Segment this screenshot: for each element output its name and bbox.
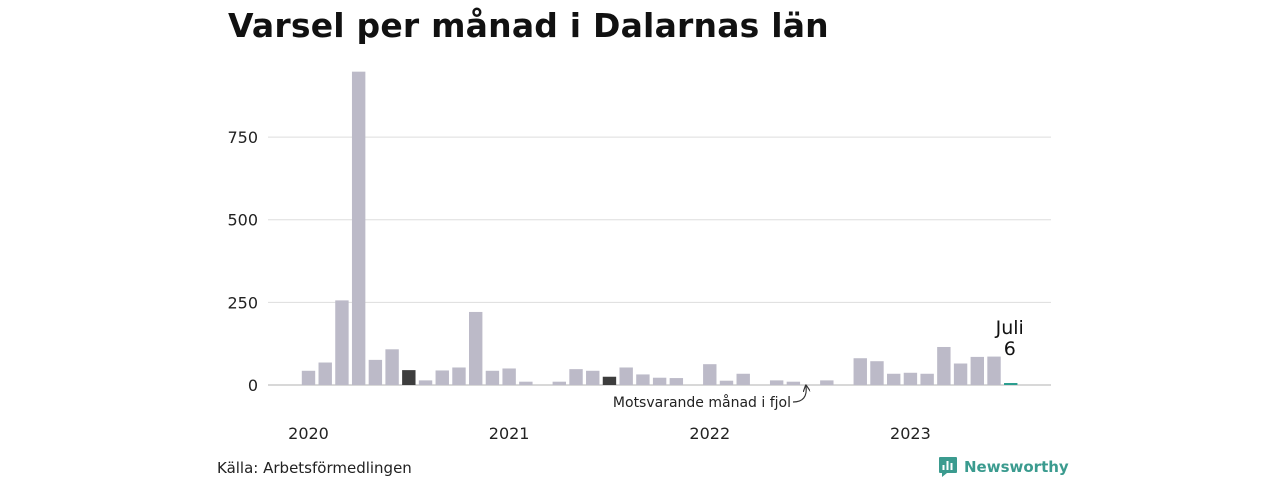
bar: [987, 356, 1001, 385]
bar: [719, 380, 734, 385]
bar-same-month: [602, 376, 617, 385]
page-title: Varsel per månad i Dalarnas län: [228, 6, 829, 45]
current-value-label: 6: [1004, 338, 1016, 360]
y-tick-label: 750: [227, 128, 258, 147]
annotation-label: Motsvarande månad i fjol: [613, 394, 791, 411]
bar: [385, 349, 399, 385]
bar: [452, 367, 466, 385]
bar: [586, 370, 600, 385]
bar: [301, 370, 316, 385]
bar: [970, 356, 984, 385]
bar: [619, 367, 633, 385]
bar: [485, 370, 500, 385]
bar: [469, 311, 483, 385]
source-note: Källa: Arbetsförmedlingen: [217, 459, 412, 477]
bar: [519, 381, 533, 385]
y-tick-label: 500: [227, 211, 258, 230]
newsworthy-logo-icon: [939, 457, 957, 477]
bar: [502, 368, 516, 385]
bar: [769, 380, 784, 385]
bar: [669, 378, 684, 385]
bar-current: [1004, 383, 1018, 385]
bar: [418, 380, 433, 385]
bar: [318, 362, 332, 385]
bar: [335, 300, 349, 385]
y-tick-label: 250: [227, 293, 258, 312]
bar: [435, 370, 449, 385]
bar: [820, 380, 834, 385]
brand-logo: Newsworthy: [938, 456, 1069, 478]
bar: [636, 374, 650, 385]
bar: [552, 381, 566, 385]
bar: [853, 358, 867, 385]
x-tick-label: 2022: [689, 424, 730, 443]
bar: [703, 364, 717, 385]
bar: [953, 363, 968, 385]
brand-name: Newsworthy: [964, 458, 1069, 476]
current-month-label: Juli: [995, 317, 1024, 339]
bar: [736, 373, 750, 385]
bar: [786, 381, 801, 385]
bar: [351, 71, 366, 386]
x-tick-label: 2021: [489, 424, 530, 443]
bar: [937, 346, 951, 385]
y-tick-label: 0: [248, 376, 258, 395]
bar: [870, 361, 884, 385]
x-tick-label: 2020: [288, 424, 329, 443]
bar: [920, 373, 934, 385]
bar: [569, 369, 583, 385]
annotation-arrow: [792, 386, 806, 403]
bar: [368, 359, 383, 385]
bar: [652, 377, 667, 385]
bar: [903, 372, 918, 385]
x-tick-label: 2023: [890, 424, 931, 443]
bar: [887, 373, 901, 385]
bar-same-month: [402, 370, 416, 385]
